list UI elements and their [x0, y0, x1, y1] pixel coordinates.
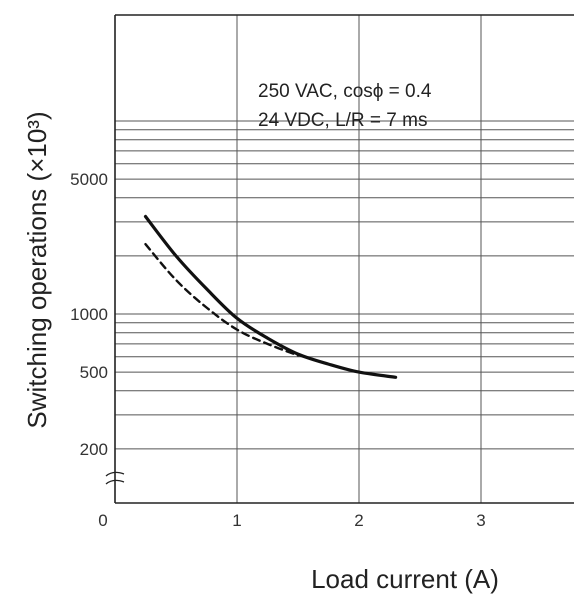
series-layer	[143, 214, 398, 379]
x-tick-label: 2	[354, 511, 363, 530]
x-axis-title: Load current (A)	[311, 564, 499, 594]
y-tick-label: 200	[80, 440, 108, 459]
grid	[115, 15, 574, 503]
axis-break-mark	[105, 471, 125, 477]
y-tick-label: 1000	[70, 305, 108, 324]
x-tick-label: 3	[476, 511, 485, 530]
x-tick-label: 1	[232, 511, 241, 530]
y-axis-title: Switching operations (×10³)	[22, 111, 52, 428]
axes: 5000 1000 500 200 0 1 2 3	[70, 14, 574, 530]
series-line-dashed	[144, 243, 300, 357]
y-tick-label: 500	[80, 363, 108, 382]
series-line-solid	[143, 214, 398, 379]
x-tick-label: 0	[98, 511, 107, 530]
annotation-line-2: 24 VDC, L/R = 7 ms	[258, 110, 427, 131]
annotation-line-1: 250 VAC, cosϕ = 0.4	[258, 81, 432, 102]
axis-break-mark	[105, 479, 125, 485]
y-tick-label: 5000	[70, 170, 108, 189]
